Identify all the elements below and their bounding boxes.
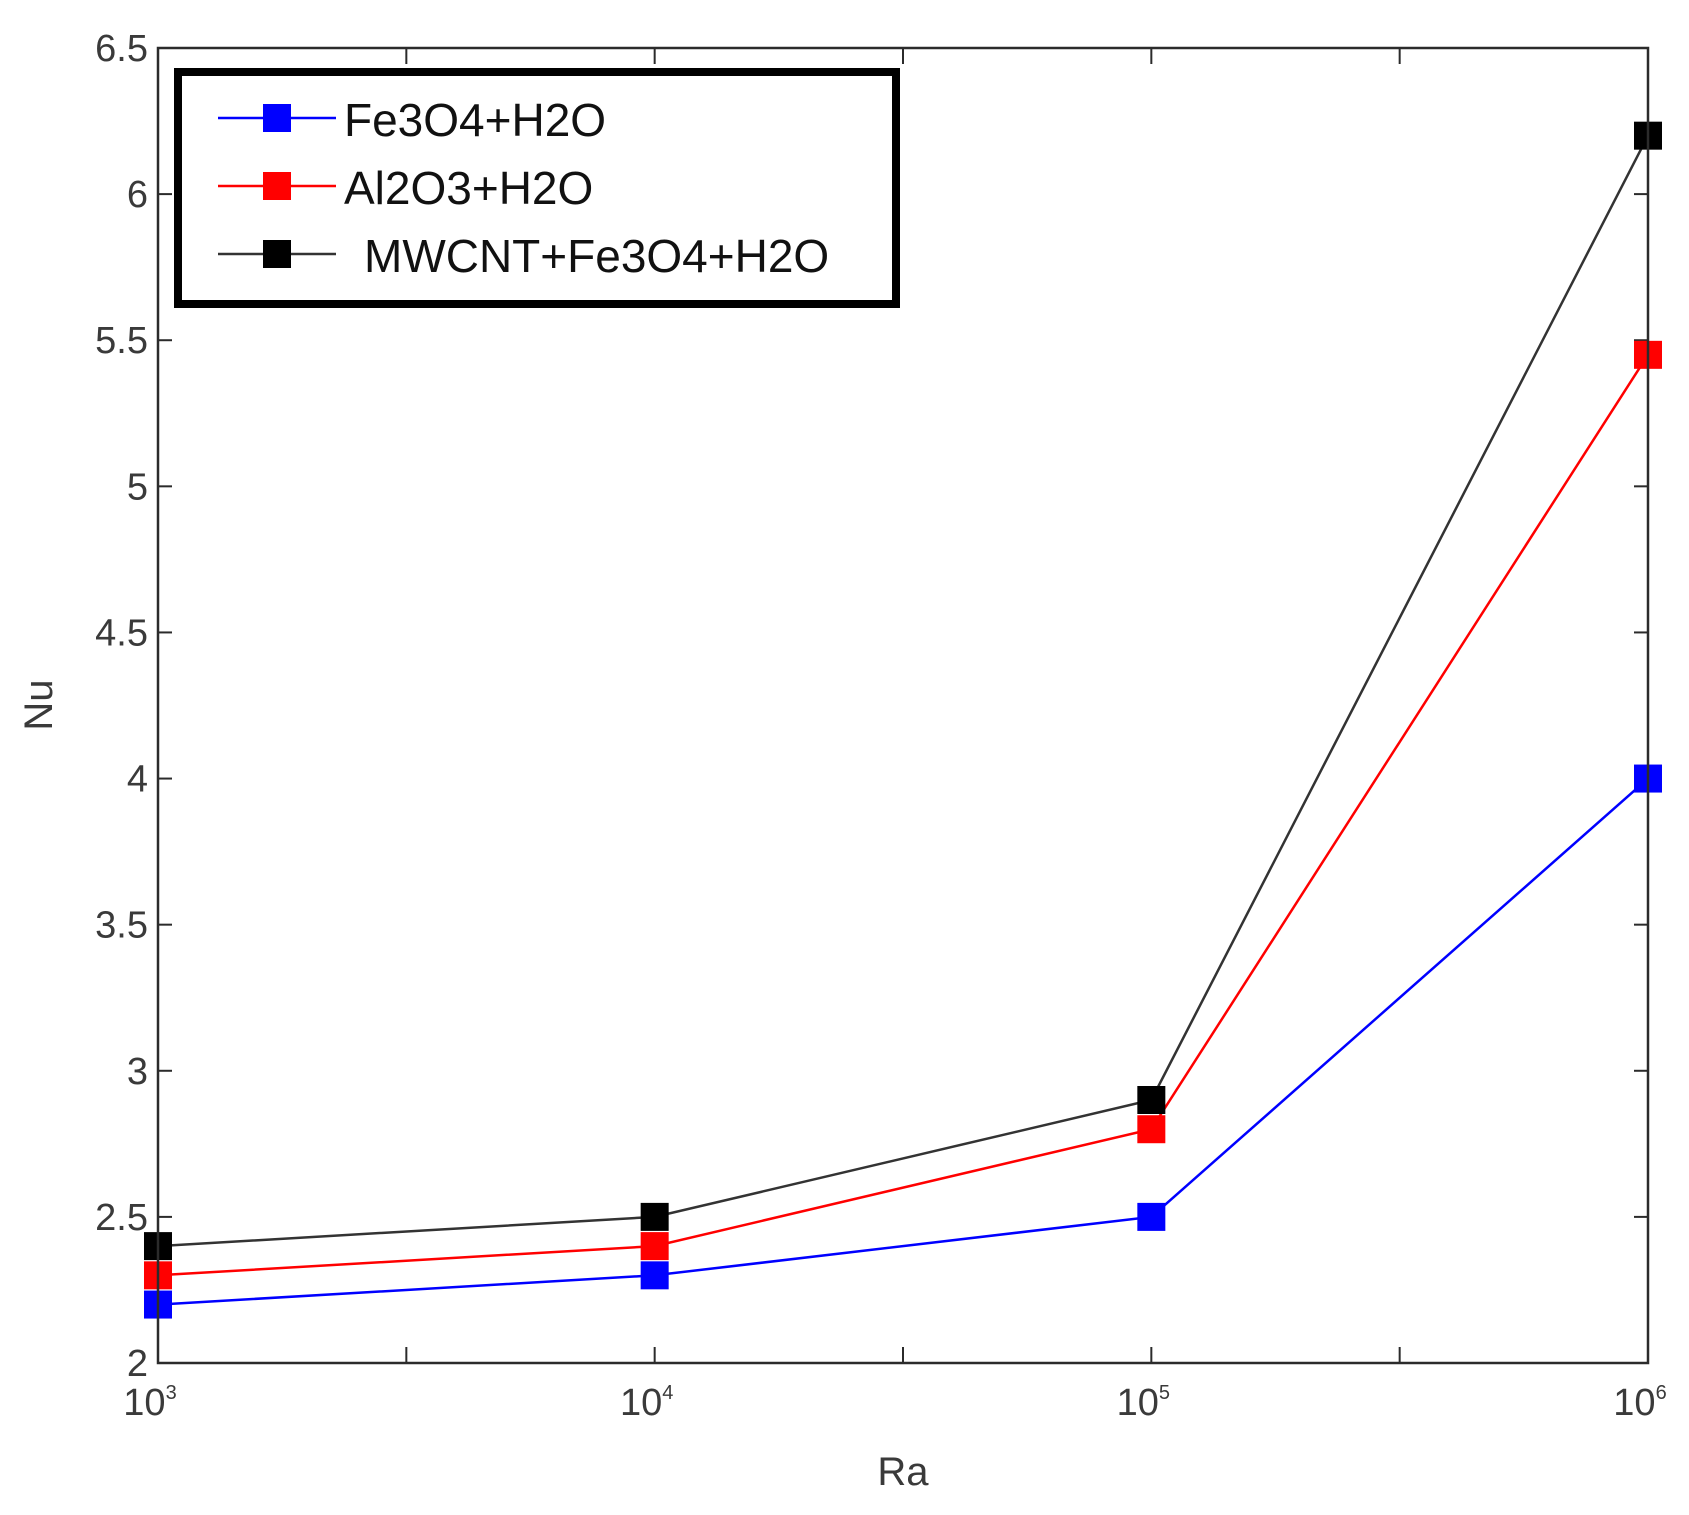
data-point-1-1 xyxy=(640,1232,669,1261)
data-point-2-1 xyxy=(640,1202,669,1231)
x-tick-label: 105 xyxy=(1117,1382,1170,1424)
data-point-0-1 xyxy=(640,1261,669,1290)
x-tick-labels: 103 104 105 106 xyxy=(123,1382,1666,1424)
legend-label-1: Al2O3+H2O xyxy=(344,162,593,214)
x-tick-label: 104 xyxy=(620,1382,673,1424)
y-tick-label: 3.5 xyxy=(95,905,148,947)
data-point-1-2 xyxy=(1137,1115,1166,1144)
y-tick-label: 5.5 xyxy=(95,320,148,362)
y-tick-label: 3 xyxy=(127,1051,148,1093)
x-tick-base: 10 xyxy=(1117,1382,1159,1424)
legend-marker-1 xyxy=(263,172,291,200)
x-tick-exponent: 5 xyxy=(1159,1382,1170,1404)
series-line-1 xyxy=(157,354,1650,1277)
legend: Fe3O4+H2O Al2O3+H2O MWCNT+Fe3O4+H2O xyxy=(174,68,900,308)
y-tick-label: 4.5 xyxy=(95,612,148,654)
x-tick-exponent: 4 xyxy=(662,1382,673,1404)
data-point-0-2 xyxy=(1137,1202,1166,1231)
y-tick-label: 5 xyxy=(127,466,148,508)
y-tick-label: 2.5 xyxy=(95,1197,148,1239)
y-tick-labels: 2 2.5 3 3.5 4 4.5 5 5.5 6 6.5 xyxy=(95,28,148,1385)
legend-marker-2 xyxy=(263,240,291,268)
plot-frame xyxy=(156,46,1650,1365)
legend-box xyxy=(174,68,900,308)
y-tick-label: 4 xyxy=(127,759,148,801)
x-tick-exponent: 6 xyxy=(1656,1382,1667,1404)
x-axis-label: Ra xyxy=(877,1450,929,1494)
x-tick-exponent: 3 xyxy=(166,1382,177,1404)
legend-label-0: Fe3O4+H2O xyxy=(344,94,606,146)
y-axis-label: Nu xyxy=(17,679,61,730)
y-tick-label: 2 xyxy=(127,1343,148,1385)
series-line-0 xyxy=(157,777,1649,1306)
x-tick-base: 10 xyxy=(620,1382,662,1424)
y-tick-label: 6 xyxy=(127,174,148,216)
x-tick-base: 10 xyxy=(123,1382,165,1424)
series-lines xyxy=(157,135,1650,1306)
x-tick-base: 10 xyxy=(1613,1382,1655,1424)
series-line-2 xyxy=(157,135,1650,1248)
data-point-2-2 xyxy=(1137,1086,1166,1114)
x-tick-label: 103 xyxy=(123,1382,176,1424)
legend-marker-0 xyxy=(263,104,291,132)
y-tick-label: 6.5 xyxy=(95,28,148,70)
x-tick-label: 106 xyxy=(1613,1382,1666,1424)
legend-label-2: MWCNT+Fe3O4+H2O xyxy=(364,230,829,282)
